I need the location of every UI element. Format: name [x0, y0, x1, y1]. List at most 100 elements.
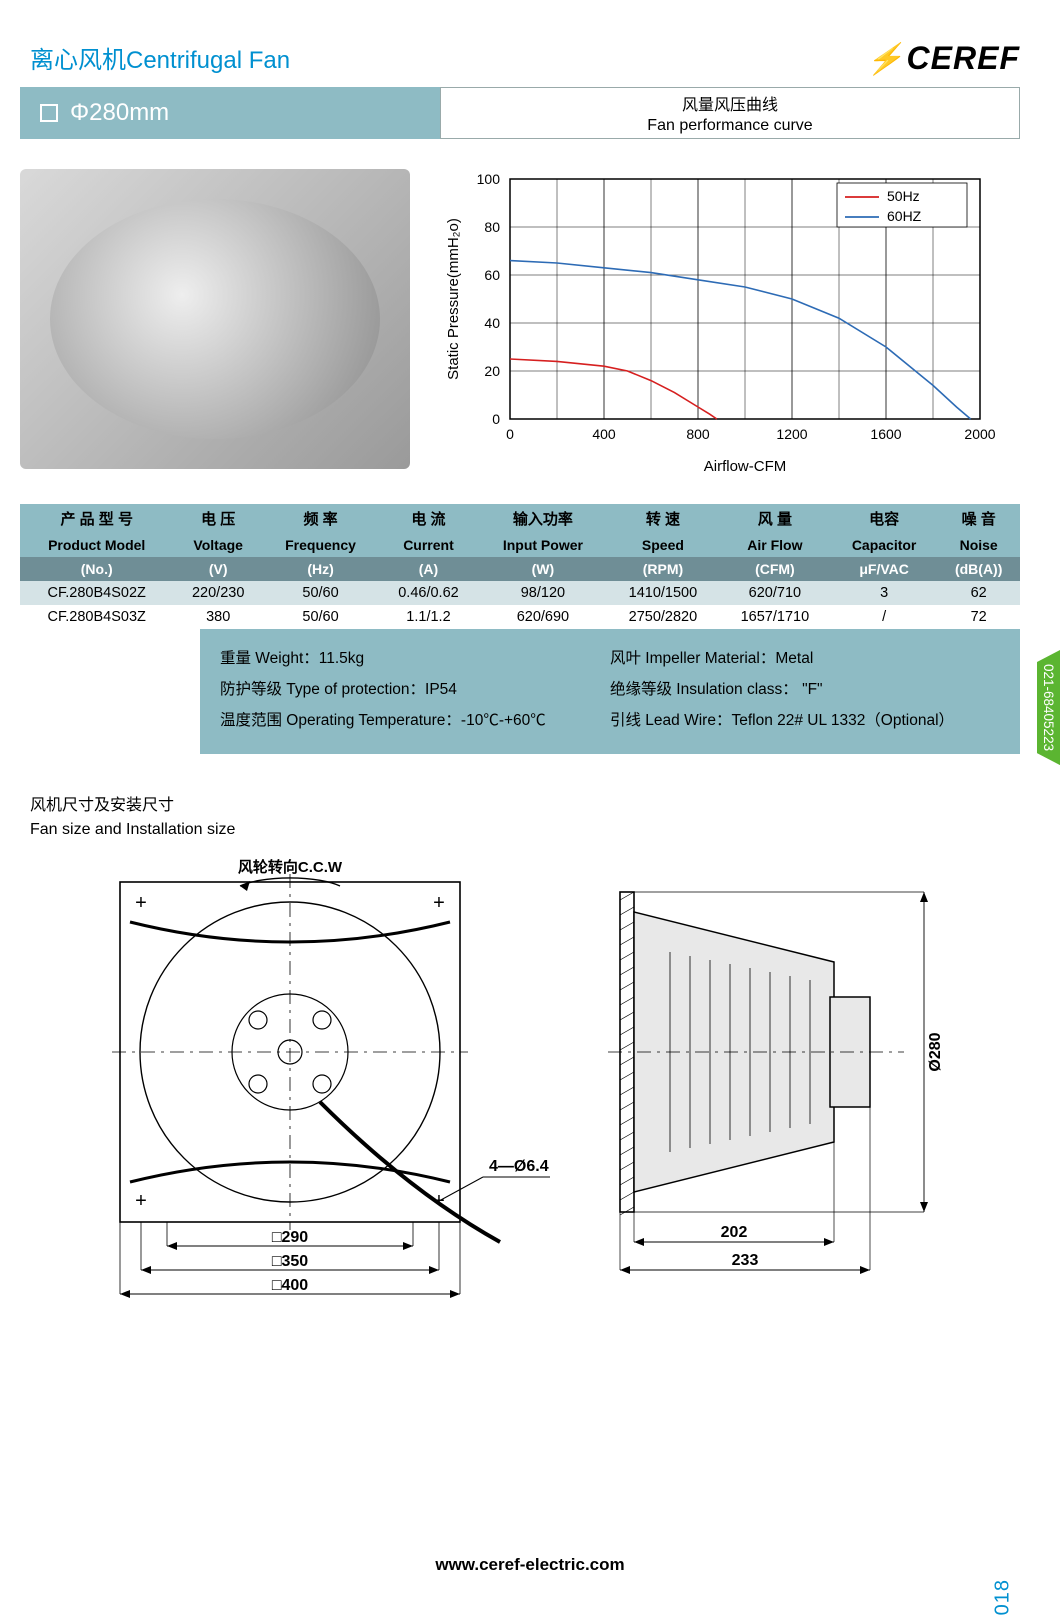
table-cell: 620/690 — [479, 605, 607, 629]
table-cell: 1410/1500 — [607, 581, 719, 605]
impeller: 风叶 Impeller Material：Metal — [610, 643, 1000, 674]
table-cell: / — [831, 605, 937, 629]
table-header-cell: 电 流 — [378, 504, 479, 533]
table-cell: 50/60 — [263, 605, 378, 629]
table-header-cell: 电 压 — [173, 504, 263, 533]
svg-text:Static Pressure(mmH₂o): Static Pressure(mmH₂o) — [445, 218, 462, 380]
table-header-cell: 转 速 — [607, 504, 719, 533]
performance-chart: 0 400 800 1200 1600 2000 0 20 40 60 80 100 Airflow-C… — [440, 169, 1020, 484]
svg-text:1600: 1600 — [870, 426, 901, 442]
svg-text:+: + — [433, 892, 445, 914]
table-header-cell: Input Power — [479, 533, 607, 557]
table-header-cell: 电容 — [831, 504, 937, 533]
svg-text:0: 0 — [506, 426, 514, 442]
table-header-cell: (RPM) — [607, 557, 719, 581]
square-icon — [40, 104, 58, 122]
phone-tag: 021-68405223 — [1037, 650, 1060, 765]
table-header-cell: μF/VAC — [831, 557, 937, 581]
svg-text:Airflow-CFM: Airflow-CFM — [704, 458, 787, 475]
table-cell: 72 — [937, 605, 1020, 629]
svg-text:60HZ: 60HZ — [887, 208, 922, 224]
curve-title-cn: 风量风压曲线 — [682, 91, 778, 115]
spec-table: 产 品 型 号电 压频 率电 流输入功率转 速风 量电容噪 音 Product … — [20, 504, 1020, 629]
table-header-cell: Speed — [607, 533, 719, 557]
svg-text:202: 202 — [721, 1224, 748, 1241]
svg-text:400: 400 — [592, 426, 616, 442]
table-header-cell: 输入功率 — [479, 504, 607, 533]
svg-text:+: + — [135, 892, 147, 914]
size-value: Φ280mm — [70, 99, 169, 127]
table-header-cell: Product Model — [20, 533, 173, 557]
table-cell: CF.280B4S03Z — [20, 605, 173, 629]
table-header-cell: (Hz) — [263, 557, 378, 581]
table-cell: 2750/2820 — [607, 605, 719, 629]
table-header-cell: (W) — [479, 557, 607, 581]
table-header-cell: (No.) — [20, 557, 173, 581]
curve-title-box: 风量风压曲线 Fan performance curve — [440, 87, 1020, 139]
svg-text:□350: □350 — [272, 1253, 308, 1270]
side-view-drawing: Ø280 202 233 — [580, 852, 1010, 1322]
table-cell: 62 — [937, 581, 1020, 605]
svg-text:800: 800 — [686, 426, 710, 442]
table-header-cell: (dB(A)) — [937, 557, 1020, 581]
svg-text:80: 80 — [484, 219, 500, 235]
table-header-cell: 频 率 — [263, 504, 378, 533]
table-cell: 1657/1710 — [719, 605, 831, 629]
svg-text:50Hz: 50Hz — [887, 188, 920, 204]
curve-title-en: Fan performance curve — [647, 117, 812, 135]
table-header-cell: Air Flow — [719, 533, 831, 557]
size-bar: Φ280mm 风量风压曲线 Fan performance curve — [20, 87, 1020, 139]
svg-text:60: 60 — [484, 267, 500, 283]
table-cell: CF.280B4S02Z — [20, 581, 173, 605]
table-header-cell: Current — [378, 533, 479, 557]
dim-title-en: Fan size and Installation size — [30, 818, 1060, 842]
table-cell: 380 — [173, 605, 263, 629]
table-row: CF.280B4S03Z38050/601.1/1.2620/6902750/2… — [20, 605, 1020, 629]
temperature: 温度范围 Operating Temperature：-10℃-+60℃ — [220, 705, 610, 736]
table-header-cell: (CFM) — [719, 557, 831, 581]
svg-text:2000: 2000 — [964, 426, 995, 442]
table-header-cell: Capacitor — [831, 533, 937, 557]
table-header-cell: 产 品 型 号 — [20, 504, 173, 533]
front-view-drawing: 风轮转向C.C.W++++4—Ø6.4□290□350□400 — [30, 852, 550, 1322]
table-cell: 98/120 — [479, 581, 607, 605]
svg-text:233: 233 — [732, 1252, 759, 1269]
insulation: 绝缘等级 Insulation class： "F" — [610, 674, 1000, 705]
dim-title-cn: 风机尺寸及安装尺寸 — [30, 794, 1060, 818]
svg-text:100: 100 — [477, 171, 501, 187]
svg-text:+: + — [135, 1190, 147, 1212]
bolt-icon: ⚡ — [866, 43, 904, 76]
table-cell: 0.46/0.62 — [378, 581, 479, 605]
table-cell: 50/60 — [263, 581, 378, 605]
protection: 防护等级 Type of protection：IP54 — [220, 674, 610, 705]
svg-text:0: 0 — [492, 411, 500, 427]
table-header-cell: (V) — [173, 557, 263, 581]
svg-text:□400: □400 — [272, 1277, 308, 1294]
page-number: 018 — [991, 1579, 1014, 1615]
table-cell: 3 — [831, 581, 937, 605]
svg-text:40: 40 — [484, 315, 500, 331]
weight: 重量 Weight：11.5kg — [220, 643, 610, 674]
table-header-cell: Voltage — [173, 533, 263, 557]
table-header-cell: 风 量 — [719, 504, 831, 533]
svg-text:4—Ø6.4: 4—Ø6.4 — [489, 1158, 549, 1175]
extra-specs: 重量 Weight：11.5kg 风叶 Impeller Material：Me… — [200, 629, 1020, 754]
table-row: CF.280B4S02Z220/23050/600.46/0.6298/1201… — [20, 581, 1020, 605]
product-photo — [20, 169, 410, 469]
table-cell: 620/710 — [719, 581, 831, 605]
table-cell: 1.1/1.2 — [378, 605, 479, 629]
table-header-cell: (A) — [378, 557, 479, 581]
table-header-cell: Frequency — [263, 533, 378, 557]
svg-text:1200: 1200 — [776, 426, 807, 442]
table-header-cell: Noise — [937, 533, 1020, 557]
leadwire: 引线 Lead Wire：Teflon 22# UL 1332（Optional… — [610, 705, 1000, 736]
svg-text:Ø280: Ø280 — [927, 1032, 944, 1071]
table-cell: 220/230 — [173, 581, 263, 605]
brand-logo: ⚡CEREF — [866, 40, 1020, 77]
svg-text:□290: □290 — [272, 1229, 308, 1246]
svg-text:风轮转向C.C.W: 风轮转向C.C.W — [238, 858, 343, 876]
svg-text:20: 20 — [484, 363, 500, 379]
table-header-cell: 噪 音 — [937, 504, 1020, 533]
page-title: 离心风机Centrifugal Fan — [30, 40, 290, 75]
footer-url: www.ceref-electric.com — [0, 1555, 1060, 1575]
